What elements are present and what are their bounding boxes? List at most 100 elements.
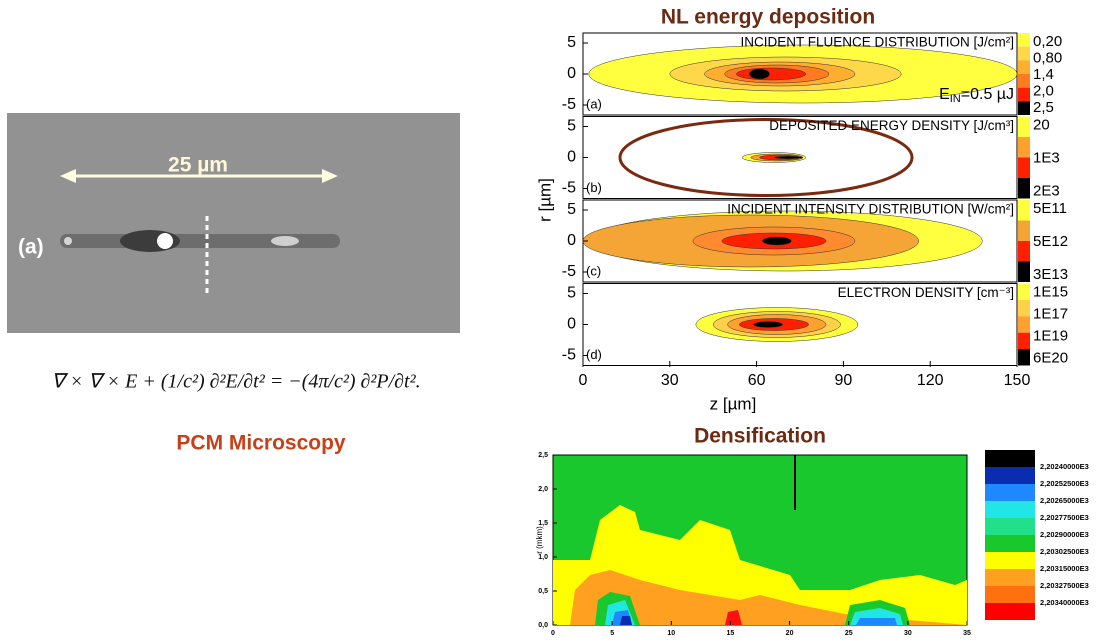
legend-label: 2,20277500E3 (1040, 513, 1089, 522)
y-tick-label: 1,5 (538, 520, 548, 527)
panel-label: (a) (18, 236, 44, 259)
microscopy-image: 25 µm (a) (7, 113, 460, 333)
x-tick-label: 15 (727, 630, 735, 637)
contour (753, 321, 783, 328)
colorbar-segment (1018, 261, 1030, 282)
legend-swatch (985, 450, 1035, 467)
legend-label: 2,20265000E3 (1040, 496, 1089, 505)
colorbar-segment (1018, 87, 1030, 102)
x-tick-label: 25 (845, 630, 853, 637)
legend-label: 1,4 (1033, 66, 1054, 83)
colorbar-segment (1018, 101, 1030, 115)
y-tick-label: 1,0 (538, 554, 548, 561)
legend-label: 2,20240000E3 (1040, 462, 1089, 471)
panel-title: DEPOSITED ENERGY DENSITY [J/cm³] (769, 118, 1014, 133)
legend-swatch (985, 467, 1035, 484)
colorbar-segment (1018, 137, 1030, 158)
contour (736, 67, 807, 81)
x-tick-label: 90 (835, 372, 853, 389)
legend-label: 2E3 (1033, 182, 1060, 199)
colorbar-segment (1018, 74, 1030, 88)
y-tick-label: -5 (562, 347, 576, 364)
y-tick-label: 2,0 (538, 486, 548, 493)
legend-swatch (985, 535, 1035, 552)
colorbar-segment (1018, 220, 1030, 241)
panel-label: (c) (586, 263, 601, 278)
legend-label: 20 (1033, 116, 1050, 133)
y-tick-label: 5 (567, 118, 576, 135)
highlight-ellipse (618, 118, 914, 197)
equation: ∇ × ∇ × E + (1/c²) ∂²E/∂t² = −(4π/c²) ∂²… (51, 371, 420, 393)
legend-label: 6E20 (1033, 349, 1068, 366)
colorbar-segment (1018, 241, 1030, 262)
legend-swatch (985, 501, 1035, 518)
energy-symbol: E (939, 86, 950, 103)
y-tick-label: 5 (567, 201, 576, 218)
x-tick-label: 120 (917, 372, 944, 389)
legend-label: 5E12 (1033, 233, 1068, 250)
y-tick-label: -5 (562, 180, 576, 197)
y-tick-label: 0,5 (538, 588, 548, 595)
energy-value: =0.5 µJ (961, 86, 1014, 103)
legend-label: 2,5 (1033, 99, 1054, 116)
legend-label: 5E11 (1033, 200, 1067, 217)
colorbar-segment (1018, 46, 1030, 61)
legend-label: 3E13 (1033, 266, 1068, 283)
panel-label: (d) (586, 347, 602, 362)
x-tick-label: 5 (610, 630, 614, 637)
legend-swatch (985, 484, 1035, 501)
energy-note: EIN=0.5 µJ (939, 86, 1014, 105)
legend-label: 2,20327500E3 (1040, 581, 1089, 590)
legend-label: 0,20 (1033, 33, 1062, 50)
contour (749, 68, 770, 80)
colorbar-segment (1018, 200, 1030, 221)
y-tick-label: 0 (567, 149, 576, 166)
y-tick-label: 2,5 (538, 452, 548, 459)
x-tick-label: 0 (551, 630, 555, 637)
legend-label: 2,20290000E3 (1040, 530, 1089, 539)
legend-swatch (985, 603, 1035, 620)
y-axis-label: r (mkm) (535, 526, 544, 554)
x-tick-label: 150 (1004, 372, 1031, 389)
panel-title: ELECTRON DENSITY [cm⁻³] (838, 285, 1014, 300)
y-tick-label: 0 (567, 316, 576, 333)
scale-label: 25 µm (168, 154, 228, 177)
colorbar-segment (1018, 332, 1030, 350)
figure-title: NL energy deposition (661, 6, 875, 29)
y-tick-label: -5 (562, 96, 576, 113)
y-axis-label: r [µm] (535, 178, 554, 222)
x-tick-label: 0 (579, 372, 588, 389)
panel-label: (b) (586, 180, 602, 195)
colorbar-segment (1018, 316, 1030, 333)
colorbar-segment (1018, 157, 1030, 178)
figure-title: Densification (694, 425, 826, 448)
densification-plot (552, 454, 968, 626)
x-tick-label: 10 (667, 630, 675, 637)
caption: PCM Microscopy (176, 432, 346, 455)
x-tick-label: 35 (963, 630, 971, 637)
colorbar-segment (1018, 283, 1030, 300)
legend-label: 2,20252500E3 (1040, 479, 1089, 488)
legend-swatch (985, 586, 1035, 603)
legend-label: 1E17 (1033, 305, 1068, 322)
x-tick-label: 20 (786, 630, 794, 637)
x-tick-label: 30 (661, 372, 679, 389)
colorbar-segment (1018, 33, 1030, 47)
colorbar-segment (1018, 60, 1030, 74)
legend-label: 2,20302500E3 (1040, 547, 1089, 556)
x-tick-label: 60 (748, 372, 766, 389)
legend-label: 1E3 (1033, 149, 1060, 166)
energy-subscript: IN (950, 93, 961, 105)
legend-swatch (985, 518, 1035, 535)
panel-title: INCIDENT FLUENCE DISTRIBUTION [J/cm²] (740, 35, 1014, 50)
colorbar-segment (1018, 178, 1030, 199)
contour (773, 156, 804, 159)
y-tick-label: 0 (567, 232, 576, 249)
legend-label: 0,80 (1033, 49, 1062, 66)
panel-label: (a) (586, 96, 602, 111)
legend-swatch (985, 569, 1035, 586)
panel-title: INCIDENT INTENSITY DISTRIBUTION [W/cm²] (727, 202, 1014, 217)
colorbar-segment (1018, 116, 1030, 137)
y-tick-label: 0 (567, 65, 576, 82)
